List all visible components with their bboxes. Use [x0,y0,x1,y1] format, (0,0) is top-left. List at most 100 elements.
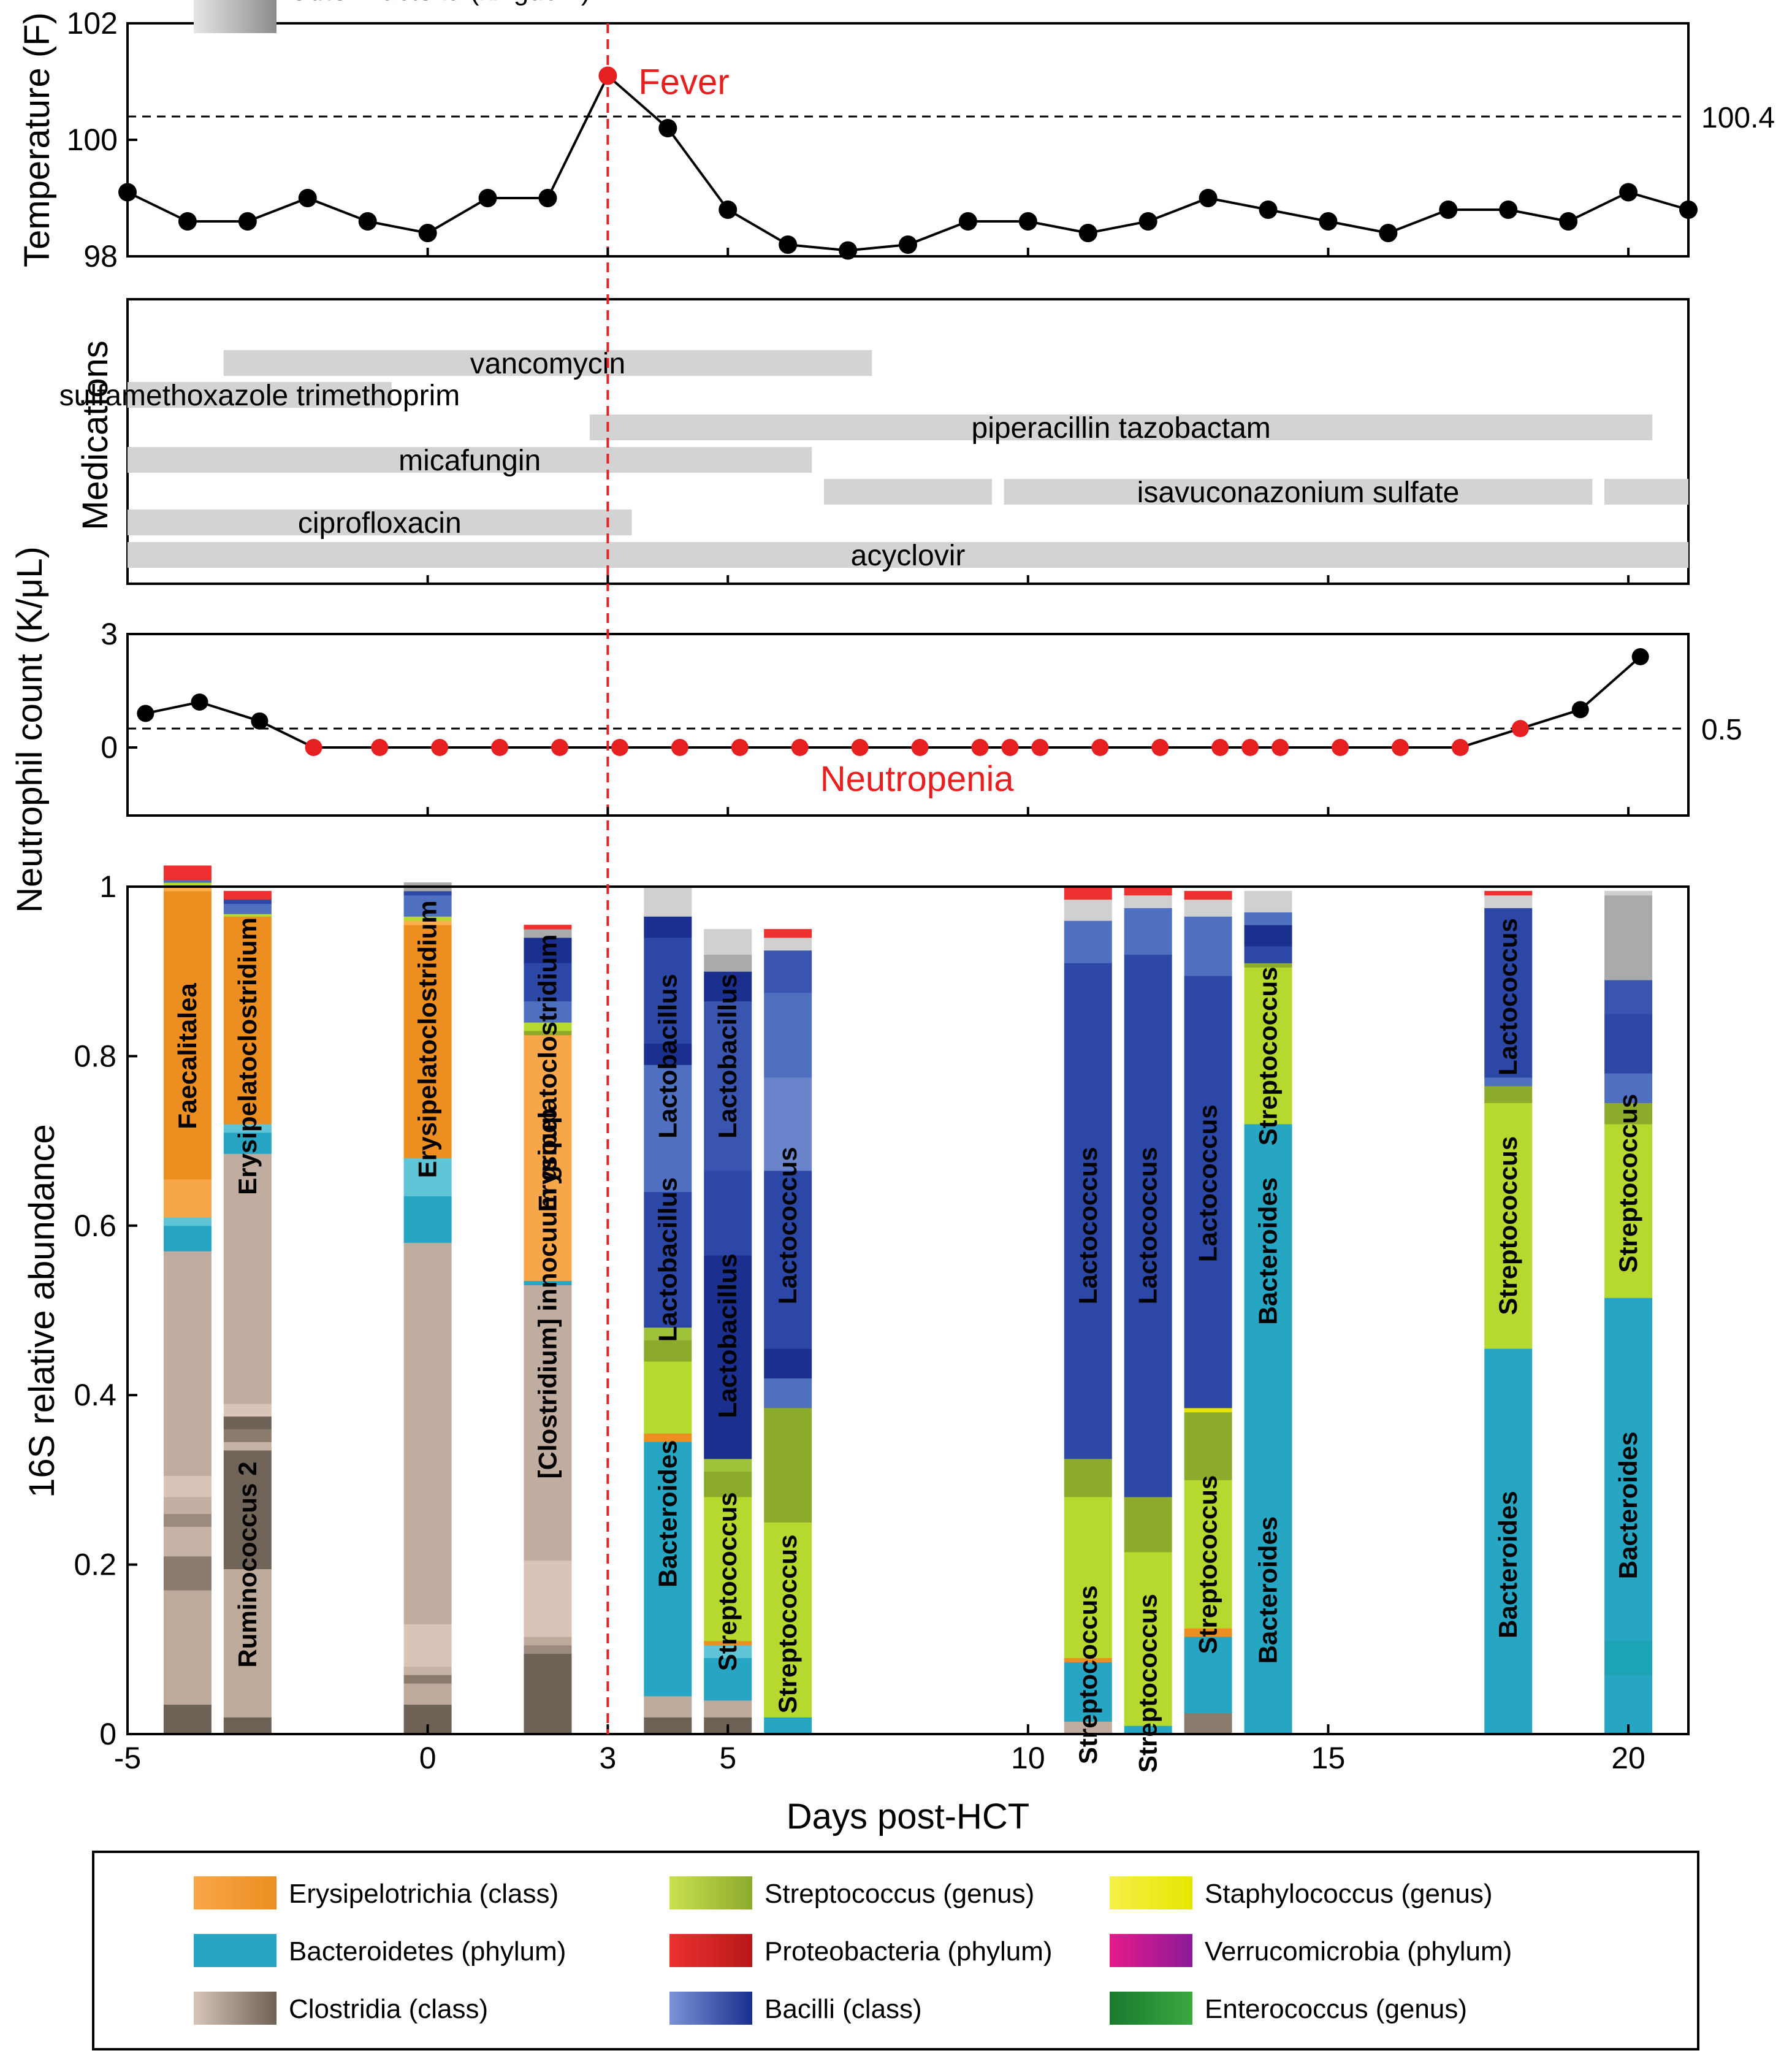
bar-taxon-label: Streptococcus [1493,1136,1522,1315]
medication-label: piperacillin tazobactam [972,412,1271,445]
temperature-point [1619,183,1638,202]
abundance-segment [1124,1551,1172,1726]
abundance-segment [1124,895,1172,909]
temperature-point [418,224,437,242]
legend-label: Other Bacteria (kingdom) [289,0,590,6]
abundance-segment [764,950,812,993]
legend-label: Bacilli (class) [764,1994,922,2024]
temperature-point [1018,212,1037,231]
abundance-segment [764,1378,812,1408]
abundance-segment [764,1077,812,1171]
abundance-segment [704,1170,752,1256]
neutropenia-point [791,739,809,756]
abundance-segment [1184,1480,1232,1629]
abundance-y-tick-label: 0.6 [74,1209,116,1243]
bar-taxon-label: Streptococcus [1194,1475,1222,1654]
legend-label: Erysipelotrichia (class) [289,1879,559,1909]
neutropenia-point [1511,720,1529,738]
abundance-segment [223,916,272,1125]
abundance-segment [1484,1103,1533,1349]
abundance-segment [704,1645,752,1659]
temperature-point [178,212,197,231]
abundance-segment [163,1590,212,1705]
abundance-segment [1484,1077,1533,1087]
x-tick-label: 10 [1011,1741,1045,1775]
abundance-segment [704,1497,752,1641]
neutrophil-panel: Neutrophil count (K/μL) 0 3 0.5 Neutropenia [10,546,1742,913]
medication-bar [1004,479,1593,505]
abundance-segment [403,1683,452,1705]
x-tick-label: 0 [419,1741,437,1775]
abundance-segment [1064,963,1112,1459]
neutropenia-point [1272,739,1289,756]
abundance-segment [1184,1628,1232,1637]
abundance-segment [163,1225,212,1252]
legend-swatch [1110,1934,1192,1967]
abundance-segment [223,1153,272,1404]
abundance-segment [1064,887,1112,900]
medication-label: vancomycin [470,348,625,380]
abundance-segment [644,1340,692,1362]
abundance-segment [764,992,812,1078]
neutropenia-point [671,739,688,756]
abundance-segment [1244,890,1292,912]
abundance-bars: Faecalitalea Ruminococcus 2 Erysipelatoclo… [163,865,1653,1773]
neutropenia-threshold-label: 0.5 [1701,714,1742,746]
abundance-segment [524,1653,572,1735]
bar-taxon-label: Streptococcus [1254,967,1283,1146]
neutropenia-point [1451,739,1469,756]
abundance-segment [1484,908,1533,1078]
abundance-segment [524,1022,572,1031]
abundance-segment [223,1429,272,1442]
neutropenia-point [431,739,449,756]
abundance-segment [403,925,452,1158]
abundance-segment [524,925,572,930]
abundance-segment [764,937,812,951]
abundance-segment [1184,1637,1232,1713]
abundance-segment [163,882,212,887]
abundance-segment [403,890,452,896]
medications-axes-frame [126,298,1690,585]
abundance-segment [223,1442,272,1451]
abundance-segment [644,1043,692,1065]
neutropenia-point [371,739,389,756]
x-tick-label: 5 [719,1741,736,1775]
abundance-y-tick-label: 0.4 [74,1378,116,1412]
abundance-segment [163,865,212,881]
neutrophil-point [137,705,154,722]
bar-taxon-label: Bacteroides [653,1440,682,1587]
abundance-segment [403,895,452,917]
abundance-segment [524,1001,572,1023]
legend-label: Verrucomicrobia (phylum) [1205,1936,1512,1966]
neutropenia-point [491,739,509,756]
neutropenia-point [851,739,869,756]
abundance-segment [644,1064,692,1193]
legend: Erysipelotrichia (class) Streptococcus (g… [92,0,1699,2050]
bar-taxon-label: Erysipelatoclostridium [413,900,442,1178]
legend-swatch [669,1876,752,1909]
abundance-segment [403,916,452,921]
abundance-segment [644,1717,692,1735]
bar-taxon-label: Lactococcus [1493,918,1522,1076]
abundance-segment [163,1251,212,1476]
abundance-segment [644,1695,692,1718]
neutrophil-point [1571,701,1589,719]
bar-taxon-label: Bacteroides [1254,1516,1283,1664]
bar-taxon-label: Lactobacillus [653,974,682,1138]
legend-swatch [669,1992,752,2025]
abundance-segment [163,890,212,1180]
abundance-segment [1244,963,1292,968]
abundance-segment [163,1704,212,1735]
abundance-segment [1244,946,1292,963]
legend-label: Proteobacteria (phylum) [764,1936,1053,1966]
temperature-point [1199,189,1218,207]
abundance-segment [163,1556,212,1591]
abundance-segment [223,1416,272,1429]
abundance-segment [163,1513,212,1527]
abundance-segment [524,1280,572,1286]
bar-taxon-label: Streptococcus [1073,1585,1102,1764]
bar-taxon-label: Streptococcus [713,1492,742,1671]
abundance-y-tick-label: 0.2 [74,1548,116,1582]
abundance-segment [764,1170,812,1349]
temperature-panel: Temperature (F) 98 100 102 100.4 Fever [17,6,1775,273]
